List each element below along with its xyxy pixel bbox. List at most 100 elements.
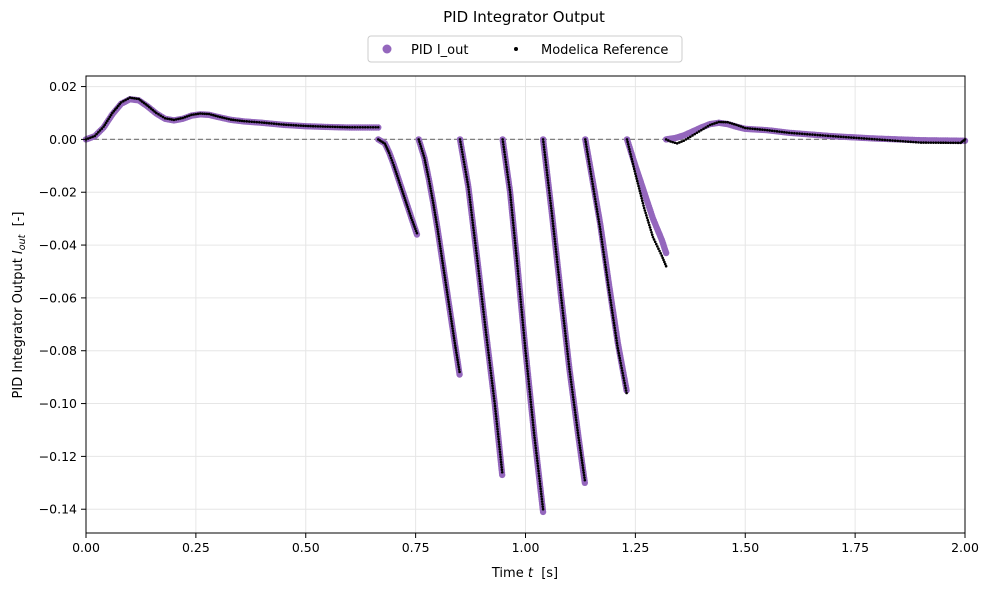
data-point	[506, 173, 509, 176]
data-point	[376, 125, 380, 129]
data-point	[583, 138, 587, 141]
data-point	[602, 250, 605, 254]
data-point	[544, 163, 548, 167]
data-point	[472, 228, 476, 232]
data-point	[430, 191, 433, 195]
data-point	[409, 214, 412, 217]
data-point	[634, 172, 637, 176]
data-point	[693, 132, 697, 136]
data-point	[507, 183, 511, 186]
data-point	[708, 123, 712, 127]
data-point	[437, 235, 441, 238]
data-point	[571, 390, 574, 394]
legend-marker-pid-i-out	[382, 44, 392, 54]
data-point	[118, 102, 121, 106]
data-point	[459, 143, 463, 146]
data-point	[540, 497, 544, 501]
data-point	[240, 119, 244, 123]
data-point	[659, 252, 662, 255]
data-point	[314, 124, 317, 128]
data-point	[422, 154, 426, 157]
data-point	[438, 242, 442, 246]
data-point	[464, 170, 468, 174]
data-point	[546, 181, 550, 185]
data-point	[588, 162, 591, 166]
data-point	[255, 120, 259, 124]
data-point	[617, 354, 621, 357]
data-point	[795, 132, 799, 135]
data-point	[615, 339, 618, 342]
data-point	[429, 189, 433, 193]
data-point	[174, 118, 178, 121]
data-point	[498, 445, 501, 449]
data-point	[613, 326, 617, 330]
data-point	[469, 208, 473, 212]
data-point	[545, 166, 548, 169]
data-point	[494, 409, 497, 413]
data-point	[265, 121, 268, 125]
data-point	[691, 134, 694, 137]
data-point	[529, 400, 533, 404]
x-tick-label: 2.00	[951, 540, 979, 555]
data-point	[398, 181, 401, 184]
data-point	[653, 240, 657, 244]
data-point	[245, 120, 249, 123]
data-point	[510, 203, 513, 207]
data-point	[678, 141, 681, 144]
data-point	[260, 121, 264, 124]
data-point	[570, 385, 574, 389]
data-point	[566, 357, 570, 361]
data-point	[133, 97, 136, 100]
data-point	[645, 216, 649, 220]
data-point	[911, 140, 915, 144]
data-point	[579, 453, 583, 457]
data-point	[551, 224, 555, 228]
data-point	[499, 471, 506, 479]
data-point	[196, 112, 200, 116]
data-point	[116, 104, 120, 108]
data-point	[901, 139, 905, 143]
data-point	[520, 305, 523, 309]
data-point	[578, 446, 582, 450]
data-point	[481, 307, 485, 311]
data-point	[656, 245, 659, 248]
data-point	[610, 308, 614, 312]
data-point	[536, 467, 540, 470]
data-point	[575, 426, 579, 429]
data-point	[508, 190, 512, 194]
data-point	[119, 101, 123, 104]
data-point	[536, 462, 539, 465]
data-point	[395, 172, 398, 176]
data-point	[584, 140, 587, 144]
data-point	[401, 190, 404, 193]
data-point	[404, 201, 408, 204]
data-point	[304, 124, 308, 128]
data-point	[519, 303, 523, 306]
data-point	[673, 141, 677, 145]
data-point	[112, 109, 116, 113]
data-point	[534, 446, 538, 450]
data-point	[821, 134, 825, 137]
data-point	[447, 300, 450, 304]
data-point	[498, 448, 502, 451]
data-point	[671, 140, 675, 144]
data-point	[577, 438, 581, 442]
data-point	[544, 158, 547, 162]
data-point	[561, 306, 564, 310]
data-point	[661, 256, 664, 260]
data-point	[489, 366, 492, 370]
data-point	[573, 408, 577, 412]
data-point	[608, 296, 612, 299]
data-point	[536, 459, 539, 463]
data-point	[403, 196, 406, 200]
data-point	[640, 196, 643, 200]
data-point	[393, 168, 397, 171]
data-point	[495, 425, 499, 428]
data-point	[578, 443, 582, 447]
data-point	[187, 114, 191, 117]
data-point	[462, 158, 465, 161]
data-point	[487, 351, 490, 354]
data-point	[599, 232, 603, 236]
data-point	[306, 124, 310, 128]
data-point	[475, 254, 479, 258]
